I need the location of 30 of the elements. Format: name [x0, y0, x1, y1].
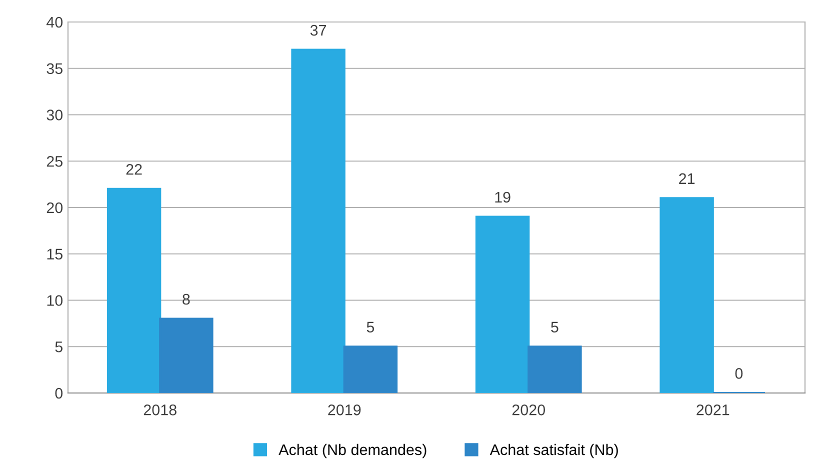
data-label: 5 [366, 322, 374, 332]
y-tick-label: 0 [55, 388, 63, 399]
legend-label: Achat satisfait (Nb) [490, 444, 618, 458]
data-label: 21 [679, 173, 695, 184]
bar [343, 346, 398, 393]
bar [660, 197, 714, 393]
y-tick-label: 35 [46, 63, 62, 74]
y-tick-label: 5 [55, 342, 62, 352]
x-tick-label: 2020 [512, 404, 546, 416]
x-tick-label: 2019 [328, 404, 361, 416]
x-tick-label: 2018 [144, 404, 176, 416]
y-tick-label: 40 [46, 16, 63, 28]
y-tick-label: 15 [47, 248, 62, 260]
data-label: 37 [310, 24, 326, 36]
y-tick-label: 30 [46, 110, 63, 120]
x-tick-label: 2021 [696, 404, 730, 416]
data-label: 22 [126, 164, 142, 175]
bar [106, 188, 162, 393]
data-label: 5 [551, 322, 558, 332]
bar [475, 216, 530, 393]
y-tick-label: 25 [46, 156, 62, 167]
y-tick-label: 10 [47, 295, 63, 306]
y-tick-label: 20 [46, 202, 63, 214]
bar [528, 346, 582, 393]
data-label: 0 [735, 368, 743, 379]
bar [291, 48, 346, 393]
data-label: 19 [495, 192, 510, 203]
bar [159, 318, 214, 393]
data-label: 8 [182, 294, 190, 305]
legend-label: Achat (Nb demandes) [278, 444, 426, 458]
